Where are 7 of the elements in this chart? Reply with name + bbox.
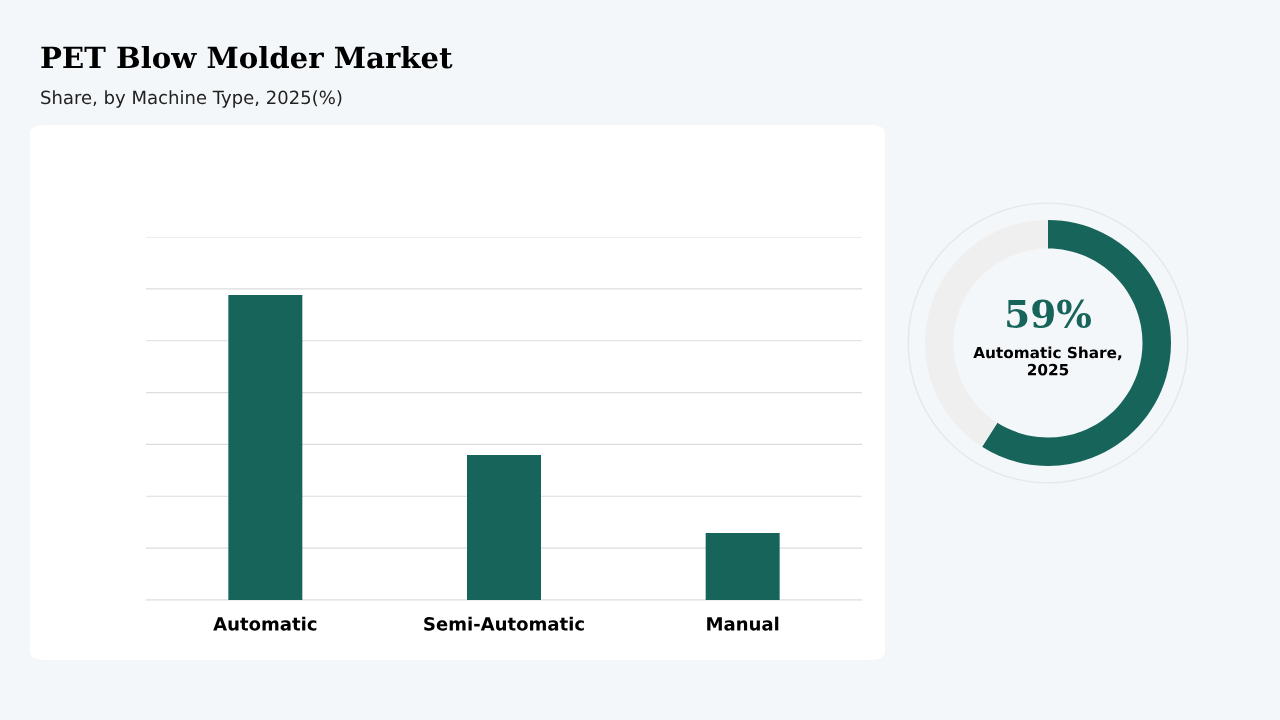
x-tick-label: Automatic — [213, 616, 317, 631]
chart-subtitle: Share, by Machine Type, 2025(%) — [41, 90, 342, 108]
text: Automatic Share, 2025 — [973, 346, 1122, 376]
text: 59% — [1007, 299, 1091, 328]
x-tick-label: Semi-Automatic — [424, 616, 584, 631]
chart-title: PET Blow Molder Market — [41, 45, 453, 69]
x-tick-label: Manual — [707, 616, 779, 631]
